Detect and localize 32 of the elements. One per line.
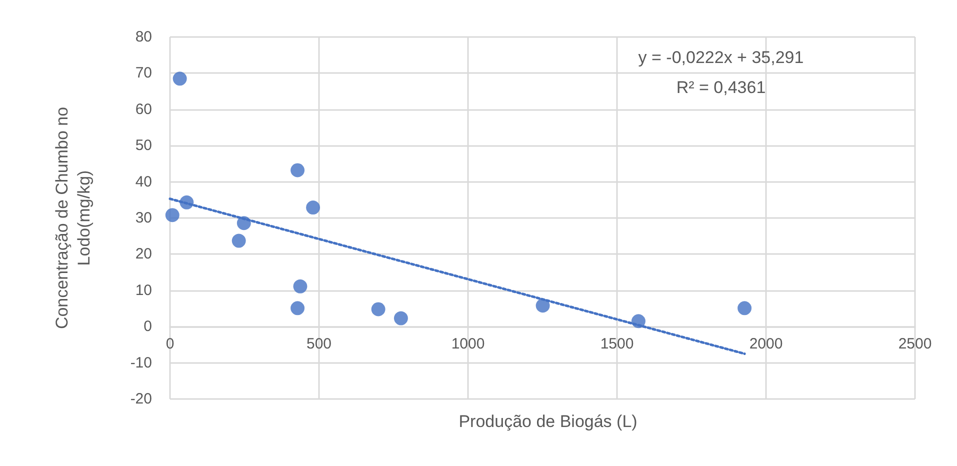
point (371, 302, 386, 316)
point (290, 301, 305, 316)
y-tick-label: 50 (135, 137, 152, 154)
x-tick-label: 2500 (898, 336, 932, 353)
y-axis-title: Concentração de Chumbo no Lodo(mg/kg) (52, 106, 94, 330)
y-tick-label: 40 (135, 173, 152, 190)
annotation: R² = 0,4361 (676, 78, 766, 97)
y-tick-label: 60 (135, 100, 152, 118)
point (536, 298, 550, 313)
point (172, 72, 187, 86)
x-tick-label: 1500 (600, 336, 634, 353)
point (738, 301, 752, 316)
y-tick-label: 10 (135, 282, 152, 299)
point (290, 163, 305, 178)
x-tick-label: 2000 (749, 336, 783, 353)
point (306, 200, 320, 214)
y-tick-label: 70 (135, 64, 152, 82)
point (165, 208, 180, 222)
x-tick-label: 500 (306, 336, 332, 353)
y-tick-label: 0 (144, 318, 152, 336)
x-tick-label: 0 (166, 336, 174, 353)
y-tick-label: 20 (135, 246, 152, 263)
y-tick-label: -20 (130, 390, 152, 408)
x-tick-label: 1000 (451, 336, 485, 353)
y-tick-label: 80 (135, 28, 152, 46)
point (293, 279, 308, 294)
point (394, 311, 408, 326)
annotation: y = -0,0222x + 35,291 (638, 48, 804, 67)
y-tick-label: -10 (130, 354, 152, 372)
y-tick-label: 30 (135, 210, 152, 226)
point (232, 234, 246, 248)
x-axis-title: Produção de Biogás (L) (458, 412, 638, 431)
